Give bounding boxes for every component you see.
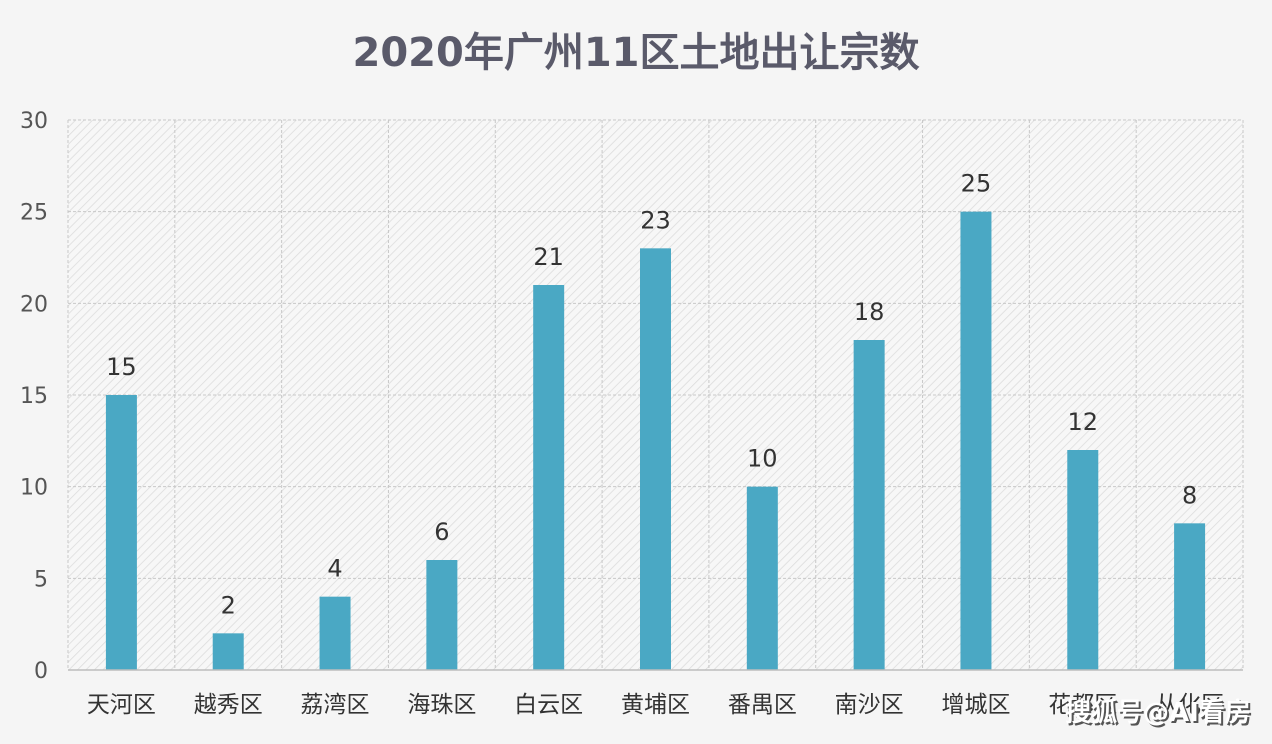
category-label: 海珠区 <box>407 692 476 718</box>
data-label: 25 <box>961 170 992 198</box>
y-axis: 0 5 10 15 20 25 30 <box>20 109 48 684</box>
category-label: 荔湾区 <box>301 692 370 718</box>
data-label: 8 <box>1182 481 1197 509</box>
category-label: 越秀区 <box>194 692 263 718</box>
data-label: 23 <box>640 206 671 234</box>
x-axis: 天河区 越秀区 荔湾区 海珠区 白云区 黄埔区 番禺区 南沙区 增城区 花都区 从化区 <box>68 669 1243 718</box>
y-tick-label: 30 <box>20 109 48 134</box>
y-tick-label: 0 <box>34 659 48 684</box>
data-label: 18 <box>854 298 885 326</box>
category-label: 黄埔区 <box>621 692 690 718</box>
data-label: 12 <box>1067 408 1098 436</box>
data-label: 2 <box>221 591 236 619</box>
y-tick-label: 5 <box>34 567 48 592</box>
data-label: 10 <box>747 445 778 473</box>
category-label: 白云区 <box>514 692 583 718</box>
bar <box>533 285 565 670</box>
bar <box>212 633 244 670</box>
category-label: 花都区 <box>1048 692 1117 718</box>
data-label: 15 <box>106 353 137 381</box>
bars <box>105 211 1206 671</box>
category-label: 番禺区 <box>728 692 797 718</box>
y-tick-label: 15 <box>20 384 48 409</box>
bar <box>1067 450 1099 670</box>
category-label: 从化区 <box>1155 692 1224 718</box>
bar <box>105 395 137 670</box>
y-tick-label: 25 <box>20 201 48 226</box>
watermark: 搜狐号@AI看房 <box>1065 698 1251 728</box>
watermark-shadow: 搜狐号@AI看房 <box>1067 700 1253 730</box>
data-label: 21 <box>533 243 564 271</box>
bar <box>746 486 778 670</box>
chart-title: 2020年广州11区土地出让宗数 <box>353 30 920 76</box>
bar <box>319 596 351 670</box>
bar <box>1174 523 1206 670</box>
y-tick-label: 20 <box>20 292 48 317</box>
category-label: 天河区 <box>87 692 156 718</box>
data-labels: 15 2 4 6 21 23 10 18 25 12 8 <box>106 170 1197 620</box>
category-label: 南沙区 <box>835 692 904 718</box>
data-label: 6 <box>434 518 449 546</box>
bar <box>426 560 458 670</box>
bar <box>853 340 885 670</box>
y-tick-label: 10 <box>20 476 48 501</box>
bar <box>960 211 992 670</box>
category-label: 增城区 <box>941 692 1010 718</box>
bar <box>640 248 671 671</box>
data-label: 4 <box>327 555 342 583</box>
